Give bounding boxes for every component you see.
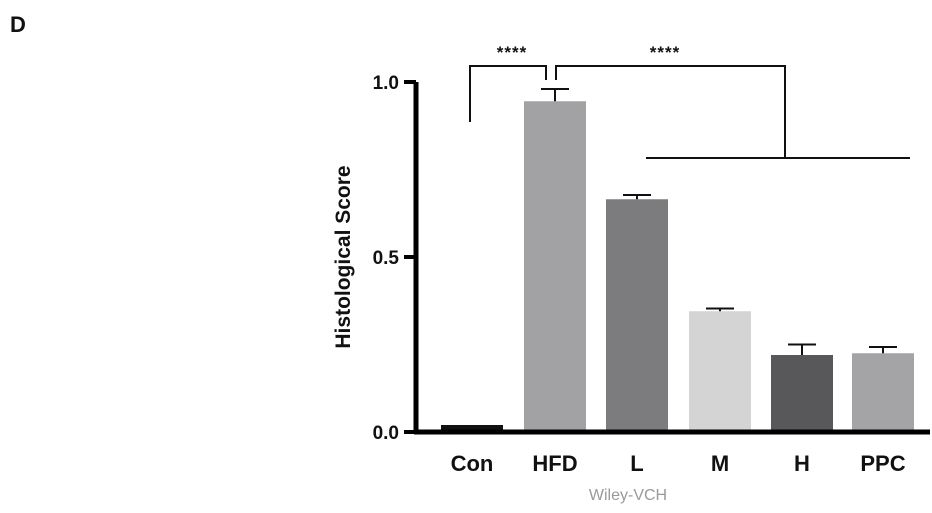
panel-label: D	[10, 12, 26, 37]
bar-h	[771, 355, 833, 432]
x-tick-label-h: H	[794, 451, 810, 476]
bars-group	[441, 101, 914, 432]
x-tick-label-m: M	[711, 451, 729, 476]
bracket-hfd-treatments	[555, 65, 786, 158]
error-bars-group	[541, 88, 897, 355]
bar-hfd	[524, 101, 586, 432]
x-tick-label-l: L	[630, 451, 643, 476]
bar-ppc	[852, 353, 914, 432]
x-tick-label-ppc: PPC	[860, 451, 905, 476]
y-tick-label-0: 0.0	[373, 423, 399, 444]
bar-l	[606, 199, 668, 432]
watermark: Wiley-VCH	[589, 487, 667, 504]
y-axis-title: Histological Score	[332, 165, 355, 348]
significance-group: **** ****	[469, 43, 910, 159]
x-tick-label-con: Con	[451, 451, 494, 476]
bracket-con-hfd	[469, 65, 547, 122]
y-tick-label-1: 0.5	[373, 248, 400, 269]
significance-label-hfd-treatments: ****	[650, 43, 680, 62]
bar-con	[441, 425, 503, 432]
y-tick-label-2: 1.0	[373, 73, 399, 94]
y-ticks-group: 0.0 0.5 1.0	[373, 73, 416, 444]
x-labels-group: Con HFD L M H PPC	[451, 451, 906, 476]
significance-label-con-hfd: ****	[497, 43, 527, 62]
x-tick-label-hfd: HFD	[532, 451, 577, 476]
bar-m	[689, 311, 751, 432]
